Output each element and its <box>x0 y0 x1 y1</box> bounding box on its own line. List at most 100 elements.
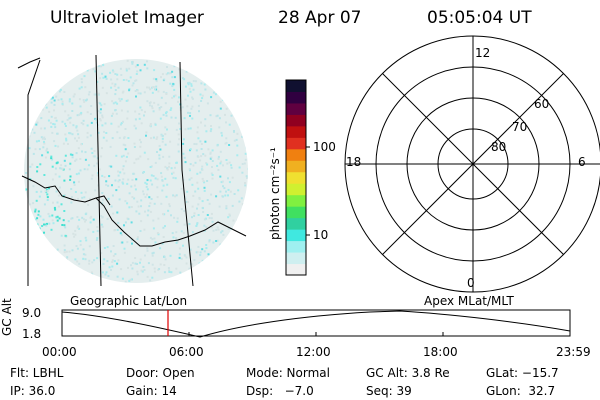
uv-speckle <box>209 114 212 117</box>
uv-speckle <box>29 106 32 109</box>
uv-speckle <box>127 266 129 269</box>
uv-speckle <box>43 71 46 74</box>
uv-speckle <box>222 82 225 85</box>
uv-speckle <box>114 93 117 96</box>
uv-speckle <box>101 86 104 89</box>
uv-speckle <box>124 148 127 151</box>
uv-speckle <box>210 128 213 131</box>
uv-speckle <box>75 125 78 128</box>
info-door: Door: Open <box>126 366 195 380</box>
uv-speckle <box>39 163 42 166</box>
uv-speckle <box>24 104 27 107</box>
info-gc-alt: GC Alt: 3.8 Re <box>366 366 450 380</box>
uv-speckle <box>112 102 115 105</box>
uv-speckle <box>90 121 93 124</box>
uv-speckle <box>63 194 66 196</box>
uv-speckle <box>160 202 163 205</box>
colorbar-segment <box>286 171 306 184</box>
uv-speckle <box>238 254 241 257</box>
uv-speckle <box>221 180 224 183</box>
uv-speckle <box>28 135 31 138</box>
uv-speckle <box>168 72 171 75</box>
uv-speckle <box>125 78 128 81</box>
uv-speckle <box>243 203 246 205</box>
uv-speckle <box>210 280 213 283</box>
uv-speckle <box>83 75 86 78</box>
uv-speckle <box>143 151 146 154</box>
uv-speckle <box>33 68 36 71</box>
uv-speckle <box>119 232 122 235</box>
uv-speckle <box>196 251 199 254</box>
uv-speckle <box>127 137 130 139</box>
uv-speckle <box>60 98 63 101</box>
uv-speckle <box>150 174 153 177</box>
uv-speckle <box>39 215 42 218</box>
uv-speckle <box>24 189 27 192</box>
uv-speckle <box>113 85 116 88</box>
uv-speckle <box>211 166 213 168</box>
uv-speckle <box>229 214 231 217</box>
uv-speckle <box>181 77 184 80</box>
uv-speckle <box>227 227 230 230</box>
uv-speckle <box>162 236 165 238</box>
uv-speckle <box>140 220 143 223</box>
uv-speckle <box>199 93 202 96</box>
uv-speckle <box>138 138 141 141</box>
uv-speckle <box>110 250 112 253</box>
uv-speckle <box>158 107 161 109</box>
uv-speckle <box>67 220 70 223</box>
uv-speckle <box>215 115 218 118</box>
uv-speckle <box>29 165 32 168</box>
uv-speckle <box>53 123 56 126</box>
colorbar-segment <box>286 217 306 230</box>
uv-speckle <box>131 84 134 87</box>
uv-speckle <box>43 127 46 130</box>
uv-speckle <box>160 175 163 178</box>
uv-speckle <box>204 124 207 127</box>
uv-speckle <box>140 141 142 144</box>
uv-speckle <box>79 240 82 243</box>
uv-speckle <box>244 184 247 187</box>
uv-speckle <box>154 161 157 164</box>
uv-speckle <box>231 204 234 207</box>
uv-speckle <box>225 141 228 144</box>
uv-speckle <box>210 156 213 159</box>
lat-label-80: 80 <box>491 140 507 154</box>
uv-speckle <box>69 121 72 124</box>
uv-speckle <box>77 225 79 228</box>
uv-speckle <box>63 179 66 182</box>
uv-speckle <box>34 234 37 237</box>
uv-speckle <box>178 138 181 141</box>
uv-speckle <box>227 194 229 197</box>
uv-speckle <box>29 203 32 206</box>
uv-speckle <box>144 210 146 213</box>
uv-speckle <box>116 78 119 81</box>
uv-speckle <box>200 100 203 102</box>
uv-speckle <box>131 178 134 181</box>
uv-speckle <box>143 269 146 271</box>
uv-speckle <box>188 178 191 181</box>
uv-speckle <box>242 78 245 80</box>
uv-speckle <box>71 102 74 105</box>
uv-speckle <box>78 70 81 73</box>
uv-speckle <box>25 235 28 238</box>
uv-speckle <box>117 174 120 177</box>
uv-speckle <box>244 182 246 184</box>
uv-speckle <box>143 228 146 231</box>
uv-speckle <box>84 253 87 256</box>
uv-speckle <box>131 61 134 64</box>
meridian-line <box>179 61 194 287</box>
uv-speckle <box>127 80 130 83</box>
colorbar-segment <box>286 102 306 115</box>
uv-speckle <box>99 102 102 105</box>
uv-speckle <box>135 73 138 75</box>
uv-speckle <box>55 262 58 265</box>
uv-speckle <box>122 143 125 146</box>
uv-speckle <box>69 175 72 178</box>
uv-speckle <box>152 251 155 254</box>
timeline-y-tick-min: 1.8 <box>22 327 42 341</box>
date-label: 28 Apr 07 <box>278 8 362 28</box>
uv-speckle <box>217 78 220 81</box>
uv-speckle <box>57 145 60 148</box>
uv-speckle <box>152 77 155 80</box>
